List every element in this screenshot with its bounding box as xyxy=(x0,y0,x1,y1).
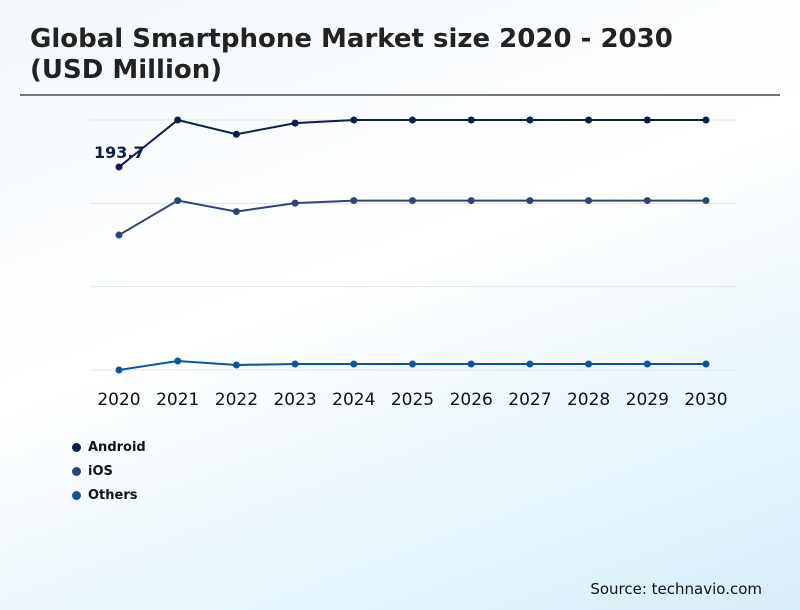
data-point-ios xyxy=(174,197,182,205)
data-point-others xyxy=(585,360,593,368)
x-tick-label: 2026 xyxy=(450,390,493,410)
data-point-ios xyxy=(232,208,240,216)
data-point-android xyxy=(115,163,123,171)
source-note: Source: technavio.com xyxy=(590,580,762,598)
data-point-ios xyxy=(409,197,416,205)
data-point-android xyxy=(467,116,475,124)
data-point-others xyxy=(643,360,651,368)
data-point-ios xyxy=(350,197,358,205)
legend-item-others: Others xyxy=(72,483,146,507)
x-tick-label: 2028 xyxy=(567,390,610,410)
legend-label: iOS xyxy=(88,463,113,479)
data-point-android xyxy=(350,116,358,124)
x-tick-label: 2021 xyxy=(156,390,199,410)
legend-label: Others xyxy=(88,487,138,503)
series-line-android xyxy=(118,118,706,168)
x-tick-label: 2024 xyxy=(332,390,375,410)
x-tick-label: 2029 xyxy=(626,390,669,410)
data-point-android xyxy=(174,116,182,124)
legend: Android iOS Others xyxy=(72,435,146,507)
data-point-ios xyxy=(467,197,475,205)
title-divider xyxy=(20,94,780,96)
data-point-others xyxy=(409,360,416,368)
data-point-ios xyxy=(702,197,710,205)
data-point-ios xyxy=(526,197,534,205)
data-point-ios xyxy=(643,197,651,205)
x-tick-label: 2022 xyxy=(215,390,258,410)
data-point-others xyxy=(350,360,358,368)
data-point-ios xyxy=(585,197,593,205)
legend-item-android: Android xyxy=(72,435,146,459)
chart-title: Global Smartphone Market size 2020 - 203… xyxy=(30,24,673,85)
data-point-others xyxy=(467,360,475,368)
data-label: 193.7 xyxy=(94,143,145,162)
line-chart: 2020 2021 2022 2023 2024 2025 2026 2027 2028 2029… xyxy=(90,116,736,410)
x-tick-label: 2020 xyxy=(97,390,140,410)
x-tick-label: 2030 xyxy=(684,390,727,410)
data-point-others xyxy=(702,360,710,368)
data-point-others xyxy=(174,357,182,365)
data-point-ios xyxy=(291,199,299,207)
data-point-android xyxy=(526,116,534,124)
data-point-android xyxy=(291,119,299,127)
x-tick-label: 2023 xyxy=(273,390,316,410)
data-point-ios xyxy=(115,231,123,239)
data-point-android xyxy=(409,116,416,124)
legend-marker xyxy=(72,442,81,452)
data-point-android xyxy=(643,116,651,124)
data-point-others xyxy=(526,360,534,368)
legend-marker xyxy=(72,466,81,476)
data-point-others xyxy=(291,360,299,368)
legend-label: Android xyxy=(88,439,146,455)
x-tick-label: 2025 xyxy=(391,390,434,410)
data-point-others xyxy=(115,366,123,374)
data-point-others xyxy=(232,361,240,369)
legend-marker xyxy=(72,490,81,500)
data-point-android xyxy=(585,116,593,124)
legend-item-ios: iOS xyxy=(72,459,146,483)
data-point-android xyxy=(702,116,710,124)
series-line-ios xyxy=(118,199,706,236)
data-point-android xyxy=(232,130,240,138)
x-tick-label: 2027 xyxy=(508,390,551,410)
